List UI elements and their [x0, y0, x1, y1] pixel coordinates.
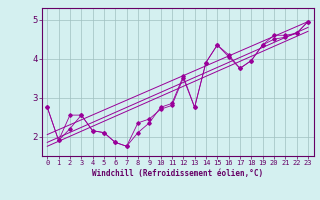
X-axis label: Windchill (Refroidissement éolien,°C): Windchill (Refroidissement éolien,°C): [92, 169, 263, 178]
